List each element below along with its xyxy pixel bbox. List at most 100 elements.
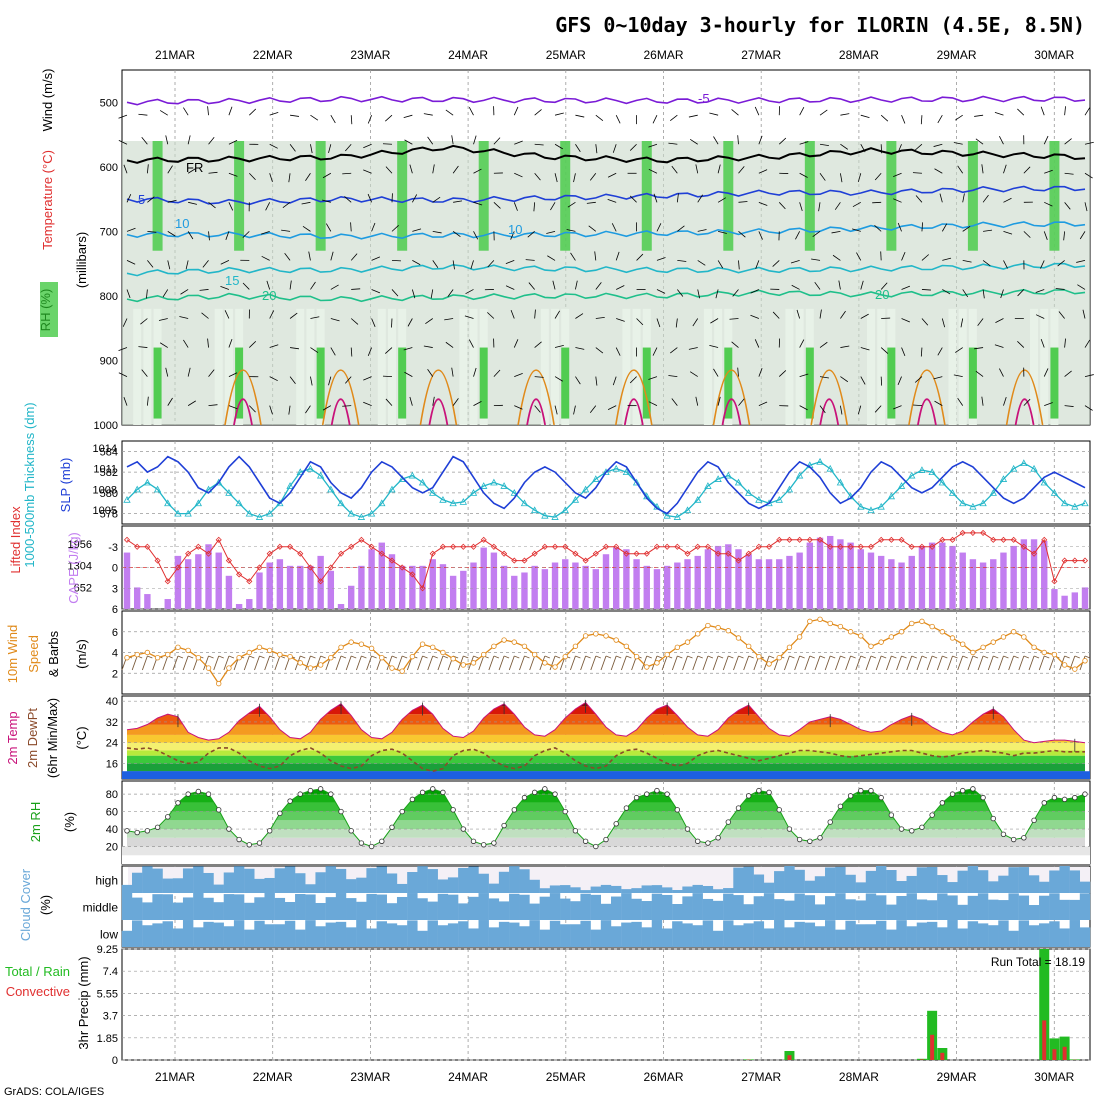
slp-marker (724, 471, 732, 479)
wind-barb (1023, 231, 1031, 238)
wind-barb (729, 318, 739, 320)
rh-shading-dry (540, 308, 549, 425)
lifted-index-tick-label: 0 (112, 563, 118, 575)
cloud-middle-cell (1028, 905, 1040, 920)
cape-bar (602, 554, 610, 609)
wind-speed-marker (929, 623, 935, 630)
lifted-index-marker (205, 550, 212, 557)
cloud-low-cell (886, 929, 897, 947)
cloud-low-cell (590, 929, 602, 947)
cloud-middle-cell (376, 894, 387, 920)
wind-barb (799, 172, 808, 178)
precip-convective-bar (930, 1034, 935, 1060)
surface-wind-barb (743, 655, 750, 671)
surface-wind-barb (182, 655, 189, 671)
wind-barb (697, 229, 707, 232)
cloud-high-cell (356, 877, 367, 893)
wind-barb (962, 193, 965, 203)
rh2m-marker (847, 793, 854, 799)
lifted-index-marker (256, 564, 263, 571)
wind-speed-marker (1031, 644, 1037, 651)
surface-wind-barb-flag (422, 655, 428, 659)
wind-barb (937, 114, 943, 124)
wind-barb (546, 230, 556, 234)
wind-speed-marker (236, 654, 242, 661)
surface-wind-barb (865, 655, 872, 671)
lifted-index-marker (225, 557, 232, 564)
cloud-low-cell (896, 920, 907, 947)
wind-barb (451, 367, 454, 377)
wind-barb (425, 318, 433, 324)
lifted-index-tick-label: 6 (112, 604, 118, 616)
wind-barb (284, 252, 291, 261)
cloud-middle-cell (478, 893, 489, 920)
temp2m-line (126, 701, 1086, 744)
wind-barb (982, 260, 991, 267)
wind-speed-marker (970, 649, 976, 656)
slp-marker (928, 468, 936, 476)
cape-bar (327, 570, 335, 609)
wind-barb (772, 311, 780, 319)
wind-barb (167, 397, 173, 406)
lifted-index-marker (236, 571, 243, 578)
upper-air-tick-label: 900 (100, 355, 118, 367)
wind-barb (689, 371, 698, 377)
wind-barb (589, 405, 597, 413)
wind-barb (342, 405, 352, 407)
wind-barb (994, 112, 1004, 116)
cape-bar (266, 562, 273, 609)
wind-barb (901, 347, 906, 357)
cloud-high-cell (570, 887, 581, 893)
rh2m-marker (1061, 796, 1068, 803)
wind-barb (147, 196, 155, 203)
rh2m-marker (1000, 831, 1007, 837)
cloud-low-cell (865, 924, 877, 947)
wind-barb (208, 231, 210, 241)
wind-barb (183, 339, 189, 348)
cape-bar (735, 549, 742, 609)
wind-barb (493, 137, 501, 145)
cloud-middle-cell (396, 896, 408, 920)
slp-marker (785, 485, 794, 493)
cloud-high-cell (926, 866, 938, 893)
cloud-high-cell (825, 867, 836, 893)
cape-bar (837, 539, 844, 609)
rh2m-marker (756, 787, 762, 794)
rh2m-marker (348, 828, 354, 834)
cloud-level-label-high: high (95, 874, 118, 888)
wind-speed-marker (603, 633, 609, 639)
rh-shading-moist (967, 141, 978, 251)
surface-wind-barb (488, 655, 495, 671)
lifted-index-marker (1051, 578, 1058, 585)
wind-barb (688, 347, 698, 350)
wind-barb (473, 168, 482, 174)
surface-wind-barb (824, 655, 831, 671)
surface-wind-barb (916, 655, 923, 671)
wind-barb (974, 114, 984, 117)
cloud-high-cell (988, 881, 999, 893)
cloud-low-cell (906, 926, 917, 947)
cape-bar (847, 542, 854, 609)
wind-speed-marker (633, 653, 640, 660)
cape-bar (256, 572, 263, 609)
wind-barb (832, 254, 841, 261)
wind-barb (957, 165, 964, 174)
date-label-bottom: 24MAR (448, 1070, 488, 1084)
cloud-middle-cell (233, 894, 245, 920)
surface-wind-barb (784, 655, 790, 671)
cloud-middle-cell (875, 895, 887, 920)
wind-barb (325, 223, 332, 232)
surface-wind-barb-flag (809, 655, 815, 659)
cape-bar (388, 554, 396, 609)
cape-bar (449, 575, 457, 609)
lifted-index-marker (246, 578, 253, 585)
wind-barb (328, 376, 332, 386)
slp-marker (225, 489, 233, 496)
wind-barb (447, 289, 454, 297)
contour-label: 20 (875, 287, 889, 302)
lifted-index-line (126, 532, 1085, 590)
lifted-index-marker (460, 543, 467, 550)
rh2m-marker (1031, 817, 1037, 824)
wind-speed-marker (440, 649, 446, 656)
lifted-index-marker (541, 543, 548, 550)
